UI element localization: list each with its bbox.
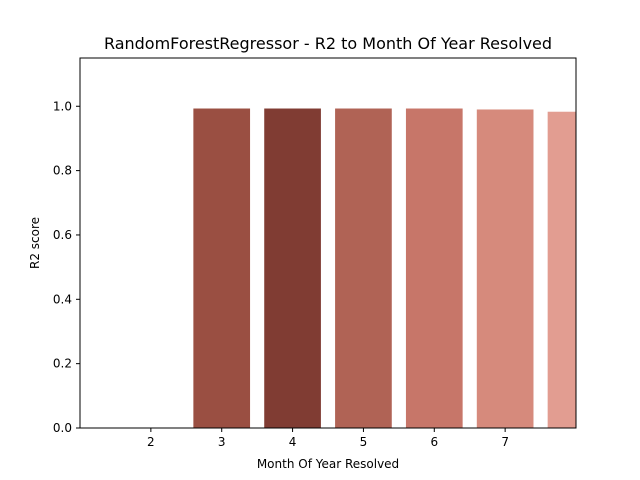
y-tick-label: 0.8 xyxy=(53,164,72,178)
plot-frame xyxy=(79,57,577,429)
y-tick-label: 0.0 xyxy=(53,421,72,435)
bar-6 xyxy=(405,108,463,428)
y-tick-label: 0.4 xyxy=(53,292,72,306)
y-axis-label: R2 score xyxy=(28,217,42,269)
bar-8 xyxy=(547,111,576,428)
x-axis: 2 3 4 5 6 7 xyxy=(147,428,509,449)
y-axis: 0.0 0.2 0.4 0.6 0.8 1.0 xyxy=(53,99,80,435)
bar-7 xyxy=(476,109,534,428)
y-tick-label: 0.2 xyxy=(53,357,72,371)
x-tick-label: 5 xyxy=(360,435,368,449)
bars-group xyxy=(193,108,576,428)
bar-4 xyxy=(264,108,321,428)
x-tick-label: 6 xyxy=(430,435,438,449)
x-tick-label: 3 xyxy=(218,435,226,449)
x-tick-label: 7 xyxy=(501,435,509,449)
y-tick-label: 1.0 xyxy=(53,99,72,113)
bar-5 xyxy=(335,108,392,428)
bar-3 xyxy=(193,108,251,428)
x-tick-label: 4 xyxy=(289,435,297,449)
x-tick-label: 2 xyxy=(147,435,155,449)
x-axis-label: Month Of Year Resolved xyxy=(257,457,399,471)
chart-title: RandomForestRegressor - R2 to Month Of Y… xyxy=(104,34,552,53)
y-tick-label: 0.6 xyxy=(53,228,72,242)
